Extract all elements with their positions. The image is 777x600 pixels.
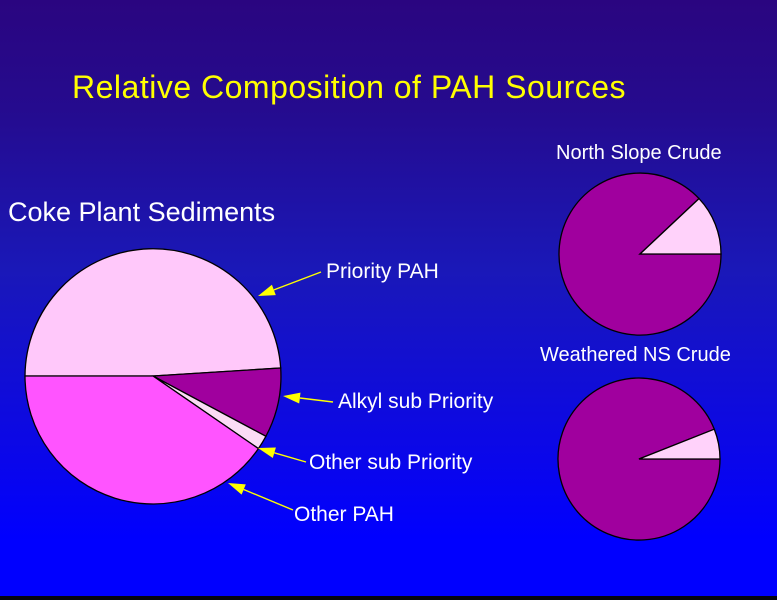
callout-arrowhead-icon [283, 392, 301, 404]
pie-slice [638, 428, 721, 460]
callout-arrowhead-icon [258, 447, 276, 458]
callout-arrow-line [243, 488, 294, 511]
pie-slices-group [24, 172, 722, 541]
other-pah-callout: Other PAH [294, 503, 394, 526]
callout-arrows-group [228, 271, 334, 511]
priority-pah-callout: Priority PAH [326, 260, 439, 283]
north-slope-crude-label: North Slope Crude [556, 142, 722, 164]
slide-title: Relative Composition of PAH Sources [72, 69, 627, 105]
weathered-ns-crude-label: Weathered NS Crude [540, 344, 731, 366]
pie-slice [24, 248, 282, 377]
other-sub-priority-callout: Other sub Priority [309, 451, 473, 474]
coke-plant-sediments-label: Coke Plant Sediments [8, 197, 276, 227]
pie-slice [638, 197, 722, 255]
callout-arrowhead-icon [228, 483, 246, 495]
callout-arrow-line [273, 271, 322, 291]
callout-arrow-line [274, 452, 307, 463]
callout-arrow-line [299, 397, 334, 403]
pie-slice [24, 375, 260, 505]
bottom-bar [0, 596, 777, 600]
alkyl-sub-priority-callout: Alkyl sub Priority [338, 390, 494, 413]
callout-arrowhead-icon [258, 284, 276, 296]
